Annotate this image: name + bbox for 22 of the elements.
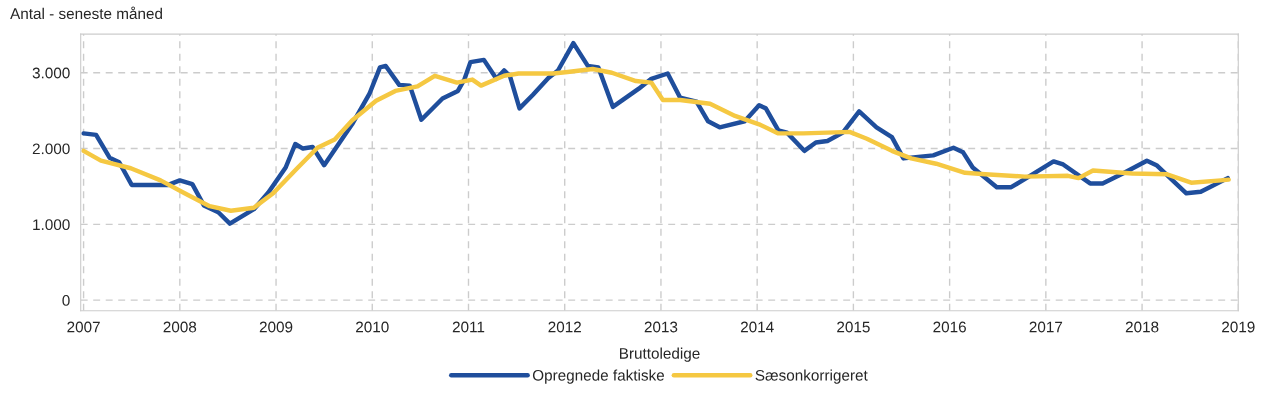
y-tick-label: 0 xyxy=(62,295,70,306)
y-tick-label: 3.000 xyxy=(32,67,70,79)
legend-label: Opregnede faktiske xyxy=(532,369,665,384)
x-tick-label: 2013 xyxy=(644,321,678,333)
x-tick-label: 2008 xyxy=(163,321,197,333)
y-tick-label: 2.000 xyxy=(32,143,70,155)
line-series xyxy=(81,66,1231,213)
x-tick-label: 2019 xyxy=(1222,321,1255,333)
x-tick-label: 2014 xyxy=(740,321,774,333)
x-tick-label: 2010 xyxy=(356,321,389,333)
x-tick-label: 2011 xyxy=(452,321,485,333)
x-tick-label: 2007 xyxy=(67,321,100,333)
x-tick-label: 2018 xyxy=(1125,321,1159,333)
x-tick-label: 2012 xyxy=(548,321,581,333)
x-tick-label: 2009 xyxy=(259,321,293,333)
x-tick-label: 2017 xyxy=(1029,321,1063,333)
legend-title: Bruttoledige xyxy=(619,347,700,362)
x-tick-label: 2015 xyxy=(837,321,870,333)
y-tick-label: 1.000 xyxy=(33,219,70,231)
x-tick-label: 2016 xyxy=(933,321,966,333)
y-axis-title: Antal - seneste måned xyxy=(10,6,162,20)
legend-label: Sæsonkorrigeret xyxy=(755,369,868,384)
